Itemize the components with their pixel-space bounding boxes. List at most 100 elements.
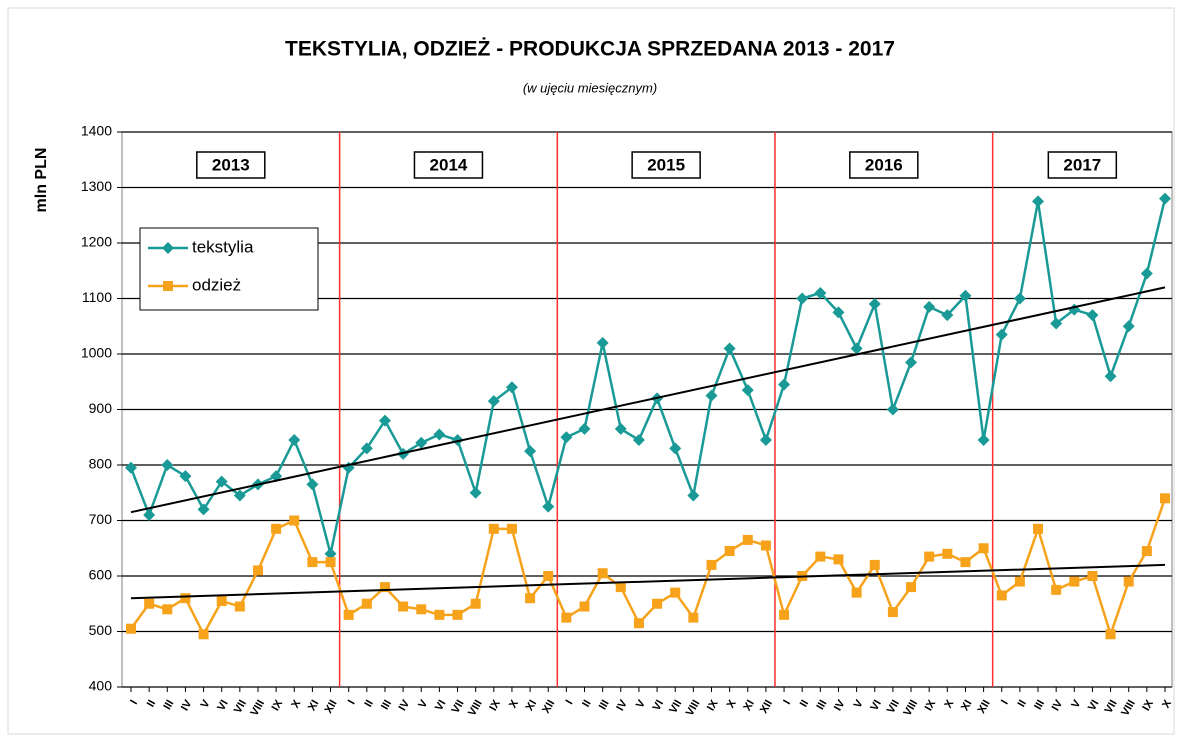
- marker: [887, 607, 898, 618]
- marker: [995, 328, 1008, 341]
- marker: [180, 593, 191, 604]
- marker: [851, 587, 862, 598]
- marker: [723, 342, 736, 355]
- marker: [960, 557, 971, 568]
- year-box: [413, 151, 484, 179]
- marker: [1123, 576, 1134, 587]
- y-tick-label: 1300: [81, 178, 112, 194]
- marker: [1069, 576, 1080, 587]
- year-label: 2013: [212, 155, 250, 174]
- x-tick-label: XI: [741, 698, 757, 713]
- x-tick-label: I: [346, 698, 358, 707]
- marker: [162, 604, 173, 615]
- marker: [1051, 584, 1062, 595]
- marker: [615, 582, 626, 593]
- marker: [978, 543, 989, 554]
- marker: [886, 403, 899, 416]
- x-tick-label: XII: [758, 698, 775, 716]
- marker: [1159, 192, 1171, 205]
- marker: [741, 384, 754, 397]
- marker: [579, 601, 590, 612]
- x-tick-label: VII: [232, 698, 249, 716]
- marker: [924, 551, 935, 562]
- year-box: [1047, 151, 1118, 179]
- y-tick-label: 600: [89, 567, 113, 583]
- marker: [705, 389, 718, 402]
- marker: [505, 381, 518, 394]
- marker: [996, 590, 1007, 601]
- x-tick-label: XII: [323, 698, 340, 716]
- marker: [652, 598, 663, 609]
- marker: [905, 356, 918, 369]
- marker: [688, 612, 699, 623]
- marker: [162, 242, 174, 254]
- x-tick-label: II: [362, 698, 375, 709]
- marker: [814, 286, 827, 299]
- marker: [197, 503, 210, 516]
- marker: [1032, 195, 1045, 208]
- marker: [1140, 267, 1153, 280]
- marker: [288, 434, 301, 447]
- y-axis-label: mln PLN: [33, 148, 50, 213]
- x-tick-label: II: [1016, 698, 1029, 709]
- marker: [760, 540, 771, 551]
- marker: [144, 598, 155, 609]
- marker: [307, 557, 318, 568]
- marker: [1104, 370, 1117, 383]
- year-label: 2017: [1063, 155, 1101, 174]
- legend: [139, 227, 319, 311]
- trend-line: [130, 563, 1166, 600]
- marker: [670, 587, 681, 598]
- marker: [724, 546, 735, 557]
- x-tick-label: XI: [959, 698, 975, 713]
- legend-label: tekstylia: [192, 237, 254, 256]
- marker: [1033, 523, 1044, 534]
- chart-title: TEKSTYLIA, ODZIEŻ - PRODUKCJA SPRZEDANA …: [285, 38, 895, 61]
- x-tick-label: XII: [976, 698, 993, 716]
- marker: [596, 336, 609, 349]
- x-tick-label: VII: [1103, 698, 1120, 716]
- marker: [360, 442, 373, 455]
- marker: [906, 582, 917, 593]
- marker: [614, 422, 627, 435]
- marker: [632, 434, 645, 447]
- y-tick-label: 700: [89, 511, 113, 527]
- marker: [233, 489, 246, 502]
- marker: [470, 598, 481, 609]
- x-tick-label: II: [145, 698, 158, 709]
- marker: [869, 559, 880, 570]
- marker: [578, 422, 591, 435]
- marker: [416, 604, 427, 615]
- marker: [1087, 571, 1098, 581]
- x-tick-label: XI: [524, 698, 540, 713]
- marker: [833, 554, 844, 565]
- y-tick-label: 1200: [81, 234, 112, 250]
- year-box: [196, 151, 266, 179]
- marker: [669, 442, 682, 455]
- series-line: [129, 198, 1167, 555]
- year-label: 2016: [865, 155, 903, 174]
- marker: [289, 515, 300, 526]
- marker: [487, 395, 500, 408]
- marker: [868, 298, 881, 311]
- year-box: [631, 151, 701, 179]
- marker: [306, 478, 319, 491]
- y-tick-label: 1100: [82, 289, 112, 305]
- marker: [796, 292, 809, 305]
- marker: [451, 434, 464, 447]
- x-tick-label: I: [999, 698, 1011, 707]
- marker: [543, 571, 554, 581]
- marker: [325, 557, 336, 568]
- marker: [163, 281, 173, 291]
- marker: [923, 300, 936, 313]
- marker: [977, 434, 990, 447]
- marker: [415, 436, 428, 449]
- x-tick-label: II: [580, 698, 593, 709]
- marker: [942, 548, 953, 559]
- marker: [433, 428, 446, 441]
- marker: [398, 601, 409, 612]
- marker: [633, 618, 644, 629]
- x-tick-label: VII: [450, 698, 467, 716]
- marker: [343, 609, 354, 620]
- trend-line: [130, 286, 1166, 514]
